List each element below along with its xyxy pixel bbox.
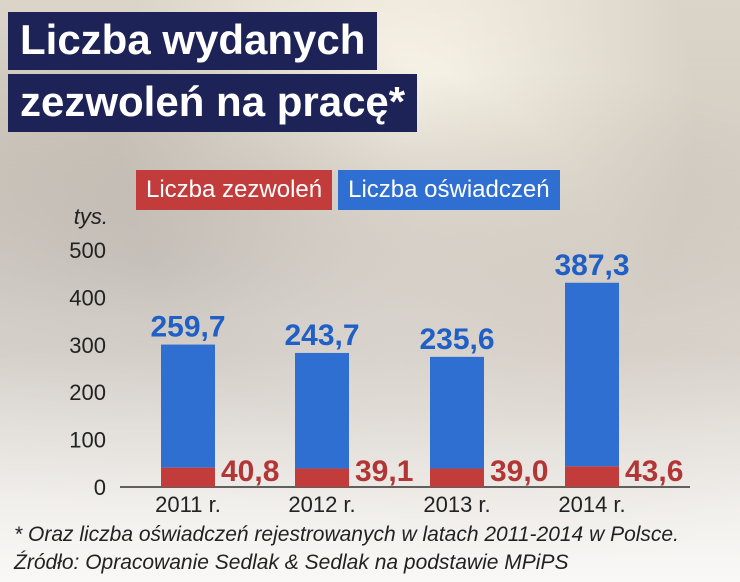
bar-declarations <box>295 352 349 469</box>
data-label-declarations: 259,7 <box>150 311 225 344</box>
x-tick-label: 2013 r. <box>423 492 490 517</box>
title-line-2: zezwoleń na pracę* <box>8 74 418 132</box>
x-tick-label: 2014 r. <box>558 492 625 517</box>
data-label-permits: 40,8 <box>221 455 279 488</box>
legend-declarations: Liczba oświadczeń <box>338 170 560 210</box>
title-line-1: Liczba wydanych <box>8 12 378 70</box>
y-axis-unit: tys. <box>74 204 108 229</box>
y-tick-label: 0 <box>94 475 106 500</box>
bar-declarations <box>430 356 484 469</box>
legend-permits: Liczba zezwoleń <box>136 170 333 210</box>
x-tick-label: 2012 r. <box>288 492 355 517</box>
y-tick-label: 200 <box>69 380 106 405</box>
bar-permits <box>161 467 215 487</box>
y-tick-label: 100 <box>69 428 106 453</box>
y-tick-label: 400 <box>69 285 106 310</box>
bar-declarations <box>161 344 215 468</box>
y-tick-label: 300 <box>69 333 106 358</box>
data-label-permits: 43,6 <box>625 455 683 488</box>
x-tick-label: 2011 r. <box>155 492 221 517</box>
legend: Liczba zezwoleń Liczba oświadczeń <box>136 170 560 210</box>
data-label-permits: 39,0 <box>490 455 548 488</box>
bar-permits <box>430 468 484 487</box>
data-label-declarations: 387,3 <box>554 249 629 282</box>
bar-declarations <box>565 282 619 467</box>
data-label-declarations: 243,7 <box>284 319 359 352</box>
data-label-permits: 39,1 <box>355 455 413 488</box>
footnote: * Oraz liczba oświadczeń rejestrowanych … <box>14 523 679 546</box>
data-label-declarations: 235,6 <box>419 323 494 356</box>
y-tick-label: 500 <box>69 238 106 263</box>
bar-permits <box>565 466 619 487</box>
chart-title: Liczba wydanych zezwoleń na pracę* <box>8 12 418 132</box>
source-note: Źródło: Opracowanie Sedlak & Sedlak na p… <box>14 551 569 574</box>
bar-permits <box>295 468 349 487</box>
